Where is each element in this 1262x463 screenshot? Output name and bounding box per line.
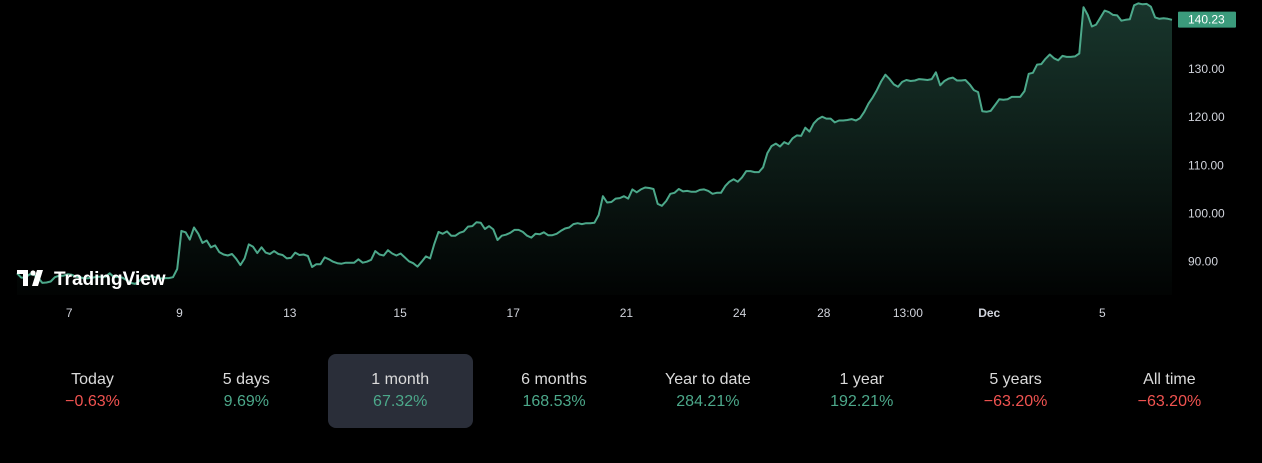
chart-svg[interactable]: TradingView 90.00 100.00 110.00 120.00 130.0… bbox=[0, 0, 1262, 330]
last-price-tag bbox=[1178, 11, 1236, 28]
x-tick-label: 17 bbox=[507, 306, 521, 320]
x-tick-label: 7 bbox=[66, 306, 73, 320]
x-tick-label: 13:00 bbox=[893, 306, 923, 320]
period-tab-5-years[interactable]: 5 years −63.20% bbox=[943, 354, 1088, 428]
x-tick-label: 15 bbox=[393, 306, 407, 320]
period-label: Today bbox=[71, 371, 114, 388]
y-tick-label: 130.00 bbox=[1188, 62, 1225, 76]
tradingview-logo-icon bbox=[17, 270, 43, 286]
period-label: Year to date bbox=[665, 371, 751, 388]
period-label: 5 years bbox=[989, 371, 1042, 388]
period-label: 1 year bbox=[839, 371, 884, 388]
period-tab-today[interactable]: Today −0.63% bbox=[20, 354, 165, 428]
period-change-value: 192.21% bbox=[830, 393, 894, 410]
x-tick-label: 28 bbox=[817, 306, 831, 320]
period-change-value: −0.63% bbox=[65, 393, 120, 410]
x-tick-label: 9 bbox=[176, 306, 183, 320]
price-line bbox=[16, 2, 1173, 285]
tradingview-logo-text: TradingView bbox=[54, 269, 166, 290]
period-change-value: 168.53% bbox=[522, 393, 586, 410]
x-tick-label: 24 bbox=[733, 306, 747, 320]
y-tick-label: 100.00 bbox=[1188, 207, 1225, 221]
period-change-value: −63.20% bbox=[1137, 393, 1202, 410]
period-selector: Today −0.63% 5 days 9.69% 1 month 67.32% 6 mon… bbox=[20, 354, 1242, 428]
tradingview-logo[interactable]: TradingView bbox=[17, 269, 166, 290]
period-label: All time bbox=[1143, 371, 1196, 388]
x-tick-label: 21 bbox=[620, 306, 634, 320]
period-tab-5-days[interactable]: 5 days 9.69% bbox=[174, 354, 319, 428]
y-tick-label: 90.00 bbox=[1188, 255, 1218, 269]
period-tab-year-to-date[interactable]: Year to date 284.21% bbox=[635, 354, 780, 428]
y-tick-label: 110.00 bbox=[1188, 158, 1224, 172]
period-change-value: 67.32% bbox=[373, 393, 428, 410]
period-change-value: −63.20% bbox=[983, 393, 1048, 410]
period-tab-1-month[interactable]: 1 month 67.32% bbox=[327, 354, 473, 428]
period-change-value: 284.21% bbox=[676, 393, 740, 410]
period-label: 5 days bbox=[222, 371, 270, 388]
period-tab-6-months[interactable]: 6 months 168.53% bbox=[482, 354, 627, 428]
period-change-value: 9.69% bbox=[223, 393, 270, 410]
x-tick-label: Dec bbox=[978, 306, 1000, 320]
period-label: 1 month bbox=[371, 371, 430, 388]
price-chart[interactable]: TradingView 90.00 100.00 110.00 120.00 130.0… bbox=[0, 0, 1262, 330]
period-tab-all-time[interactable]: All time −63.20% bbox=[1097, 354, 1242, 428]
price-area-fill bbox=[17, 3, 1172, 296]
last-price-label: 140.23 bbox=[1188, 13, 1225, 27]
period-tab-1-year[interactable]: 1 year 192.21% bbox=[789, 354, 934, 428]
x-tick-label: 5 bbox=[1099, 306, 1106, 320]
y-tick-label: 120.00 bbox=[1188, 110, 1225, 124]
period-label: 6 months bbox=[521, 371, 587, 388]
x-tick-label: 13 bbox=[283, 306, 297, 320]
